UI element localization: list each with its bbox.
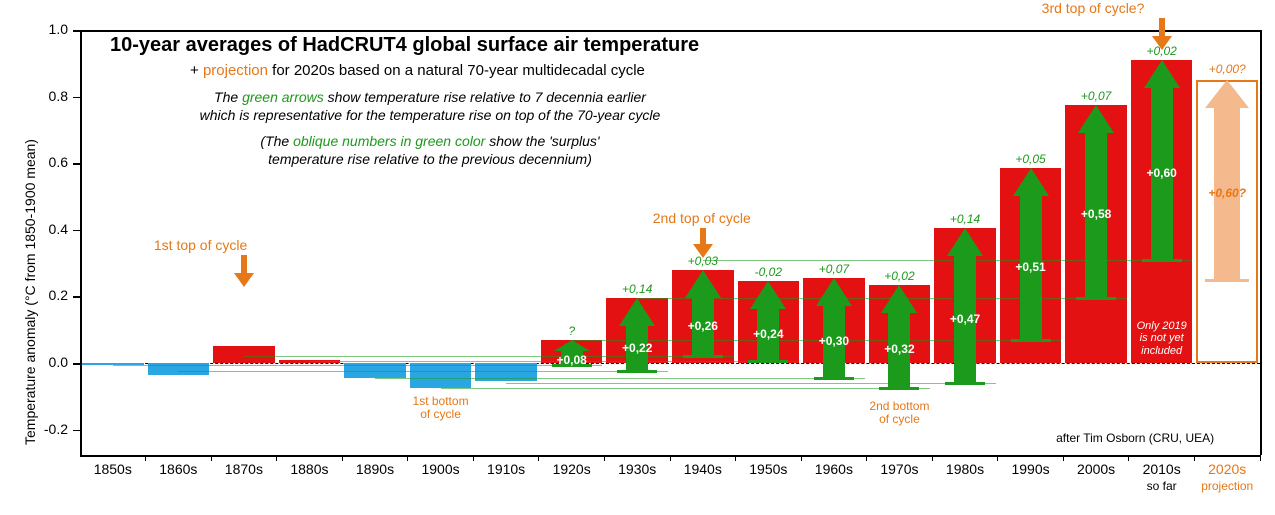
bar-1870s (213, 346, 275, 363)
surplus-label: +0,14 (622, 282, 652, 296)
x-tick-label: 1850s (94, 461, 132, 477)
x-tick-label: 1960s (815, 461, 853, 477)
cycle-label: 1st top of cycle (154, 237, 247, 253)
y-tick-label: 0.8 (49, 88, 68, 104)
y-tick-label: 1.0 (49, 21, 68, 37)
x-tick-label: 1930s (618, 461, 656, 477)
x-tick-label: 1880s (290, 461, 328, 477)
projection-surplus-label: +0,00? (1209, 62, 1246, 76)
bar-1900s (410, 363, 472, 388)
y-tick-label: 0.4 (49, 221, 68, 237)
surplus-label: +0,07 (819, 262, 849, 276)
surplus-label: +0,14 (950, 212, 980, 226)
x-tick-label: 2000s (1077, 461, 1115, 477)
cycle-bottom-label: 1st bottomof cycle (413, 395, 469, 421)
x-tick-sublabel: projection (1201, 479, 1253, 493)
x-tick-label: 1980s (946, 461, 984, 477)
y-tick-label: 0.2 (49, 287, 68, 303)
chart-note-green-arrows: The green arrows show temperature rise r… (170, 88, 690, 124)
x-tick-label: 1950s (749, 461, 787, 477)
cycle-label: 2nd top of cycle (653, 210, 751, 226)
note-2010s: Only 2019is not yetincluded (1134, 320, 1190, 358)
surplus-label: +0,02 (884, 269, 914, 283)
cycle-bottom-label: 2nd bottomof cycle (869, 400, 929, 426)
x-tick-label: 1990s (1011, 461, 1049, 477)
surplus-label: -0,02 (755, 265, 782, 279)
credit-text: after Tim Osborn (CRU, UEA) (1056, 431, 1214, 445)
x-tick-label: 1910s (487, 461, 525, 477)
y-tick-label: -0.2 (44, 421, 68, 437)
y-axis-label: Temperature anomaly (°C from 1850-1900 m… (22, 139, 38, 445)
y-tick-label: 0.0 (49, 354, 68, 370)
surplus-label: +0,05 (1015, 152, 1045, 166)
cycle-label: 3rd top of cycle? (1042, 0, 1145, 16)
chart-subtitle: + projection for 2020s based on a natura… (190, 62, 645, 79)
x-tick-label: 1970s (880, 461, 918, 477)
chart-note-surplus: (The oblique numbers in green color show… (230, 132, 630, 168)
x-tick-label: 2010s (1143, 461, 1181, 477)
x-tick-label: 1900s (421, 461, 459, 477)
x-tick-label: 1860s (159, 461, 197, 477)
y-tick-label: 0.6 (49, 154, 68, 170)
temperature-chart: -0.2 0.0 0.2 0.4 0.6 0.8 1.0 Temperature anomal… (0, 0, 1275, 515)
x-tick-label: 1940s (684, 461, 722, 477)
x-tick-label: 1920s (553, 461, 591, 477)
chart-title: 10-year averages of HadCRUT4 global surf… (110, 34, 699, 57)
x-tick-sublabel: so far (1147, 479, 1177, 493)
surplus-label: ? (568, 324, 575, 338)
x-tick-label: 2020s (1208, 461, 1246, 477)
x-tick-label: 1890s (356, 461, 394, 477)
surplus-label: +0,07 (1081, 89, 1111, 103)
x-tick-label: 1870s (225, 461, 263, 477)
